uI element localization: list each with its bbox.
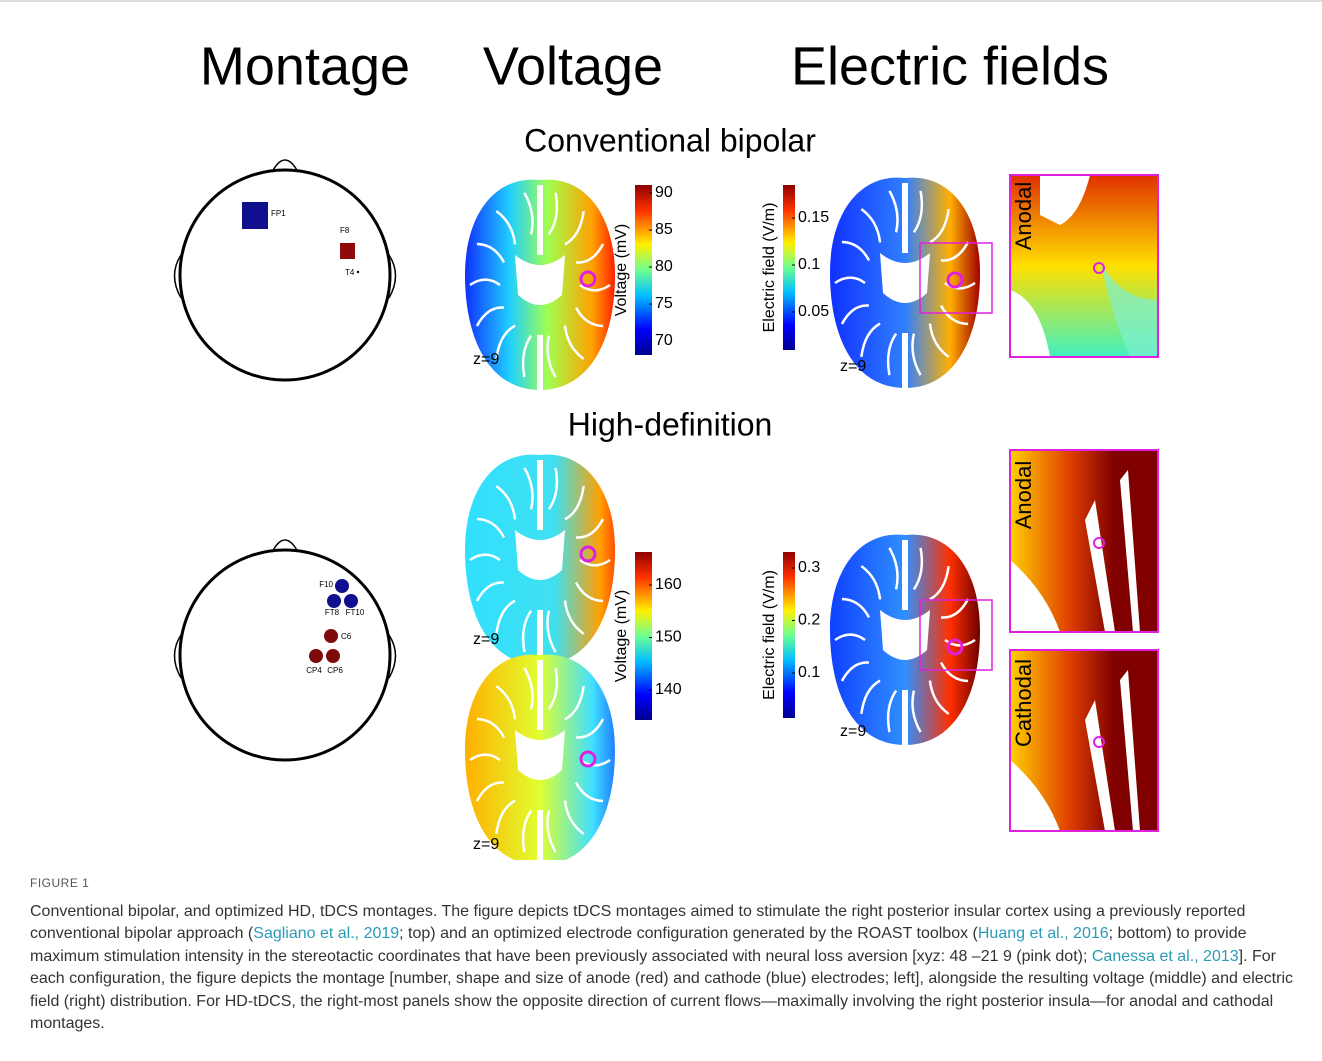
colorbar-tick-label: 85 [655,221,673,238]
caption-segment: ; top) and an optimized electrode config… [399,925,978,942]
electrode-label: FP1 [271,209,286,218]
colorbar-label: Voltage (mV) [613,590,630,682]
column-header: Electric fields [791,36,1109,96]
colorbar-label: Electric field (V/m) [761,203,778,333]
colorbar-label: Electric field (V/m) [761,570,778,700]
column-header: Montage [200,36,410,96]
colorbar-tick-label: 80 [655,258,673,275]
inset-label: Anodal [1011,461,1036,530]
caption-label: FIGURE 1 [30,872,1300,895]
section-title: Conventional bipolar [524,122,816,158]
electrode-label: FT10 [346,608,365,617]
colorbar-tick-label: 0.1 [798,256,820,273]
electrode-label: T4 [345,268,355,277]
colorbar-tick-label: 90 [655,184,673,201]
colorbar-tick-label: 0.1 [798,664,820,681]
colorbar-tick-label: 0.15 [798,209,829,226]
anode [340,243,355,259]
slice-label: z=9 [473,836,499,853]
head-top [175,160,396,380]
electrode-label: CP4 [306,666,322,675]
brain-slice [830,535,992,745]
electrode-dot [357,271,359,273]
brain-slice [465,655,615,860]
colorbar-tick-label: 0.2 [798,612,820,629]
colorbar-label: Voltage (mV) [613,224,630,316]
electrode-label: FT8 [325,608,340,617]
head-bottom [175,540,396,760]
citation-link[interactable]: Canessa et al., 2013 [1092,948,1239,965]
colorbar [783,552,795,718]
slice-label: z=9 [840,358,866,375]
citation-link[interactable]: Sagliano et al., 2019 [253,925,399,942]
electrode-label: F10 [319,580,333,589]
inset-label: Cathodal [1011,659,1036,747]
colorbar-tick-label: 150 [655,629,682,646]
colorbar [783,185,795,350]
section-title: High-definition [568,406,773,442]
slice-label: z=9 [473,351,499,368]
page: Montage Voltage Electric fields Conventi… [0,0,1322,1061]
slice-label: z=9 [473,631,499,648]
electrodes-bottom [309,579,358,663]
column-header: Voltage [483,36,663,96]
colorbar-tick-label: 0.3 [798,559,820,576]
caption: FIGURE 1 Conventional bipolar, and optim… [30,872,1300,1036]
colorbar-tick-label: 160 [655,576,682,593]
electrode-label: F8 [340,226,350,235]
citation-link[interactable]: Huang et al., 2016 [978,925,1109,942]
colorbar-tick-label: 75 [655,295,673,312]
inset-label: Anodal [1011,182,1036,251]
electrode-label: CP6 [327,666,343,675]
colorbar-tick-label: 140 [655,681,682,698]
electrode-label: C6 [341,632,352,641]
cathode [242,202,268,229]
figure: Montage Voltage Electric fields Conventi… [0,0,1322,860]
brain-slice [830,178,992,388]
colorbar-tick-label: 70 [655,332,673,349]
slice-label: z=9 [840,723,866,740]
caption-text: Conventional bipolar, and optimized HD, … [30,901,1300,1036]
colorbar [635,552,652,720]
colorbar-tick-label: 0.05 [798,303,829,320]
colorbar [635,185,652,355]
